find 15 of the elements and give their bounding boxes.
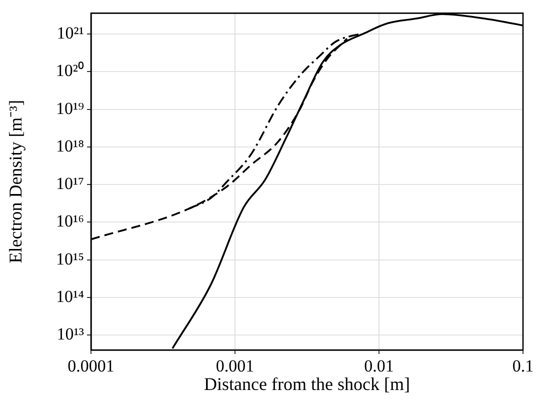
x-tick-label: 0.001 [216,356,254,376]
x-tick-label: 0.01 [364,356,394,376]
y-axis-title: Electron Density [m⁻³] [6,100,26,264]
y-tick-label: 10¹⁶ [56,212,84,231]
y-tick-label: 10¹⁵ [56,249,84,268]
y-tick-label: 10¹⁴ [56,286,84,306]
y-tick-label: 10¹⁷ [56,174,84,194]
y-tick-label: 10¹⁸ [56,136,84,156]
y-tick-label: 10²⁰ [56,61,84,80]
y-tick-label: 10¹³ [56,324,84,344]
x-tick-label: 0.0001 [68,356,114,376]
y-tick-label: 10²¹ [56,24,84,43]
y-tick-label: 10¹⁹ [56,98,84,118]
x-axis-title: Distance from the shock [m] [204,374,410,394]
x-tick-label: 0.1 [512,356,534,376]
